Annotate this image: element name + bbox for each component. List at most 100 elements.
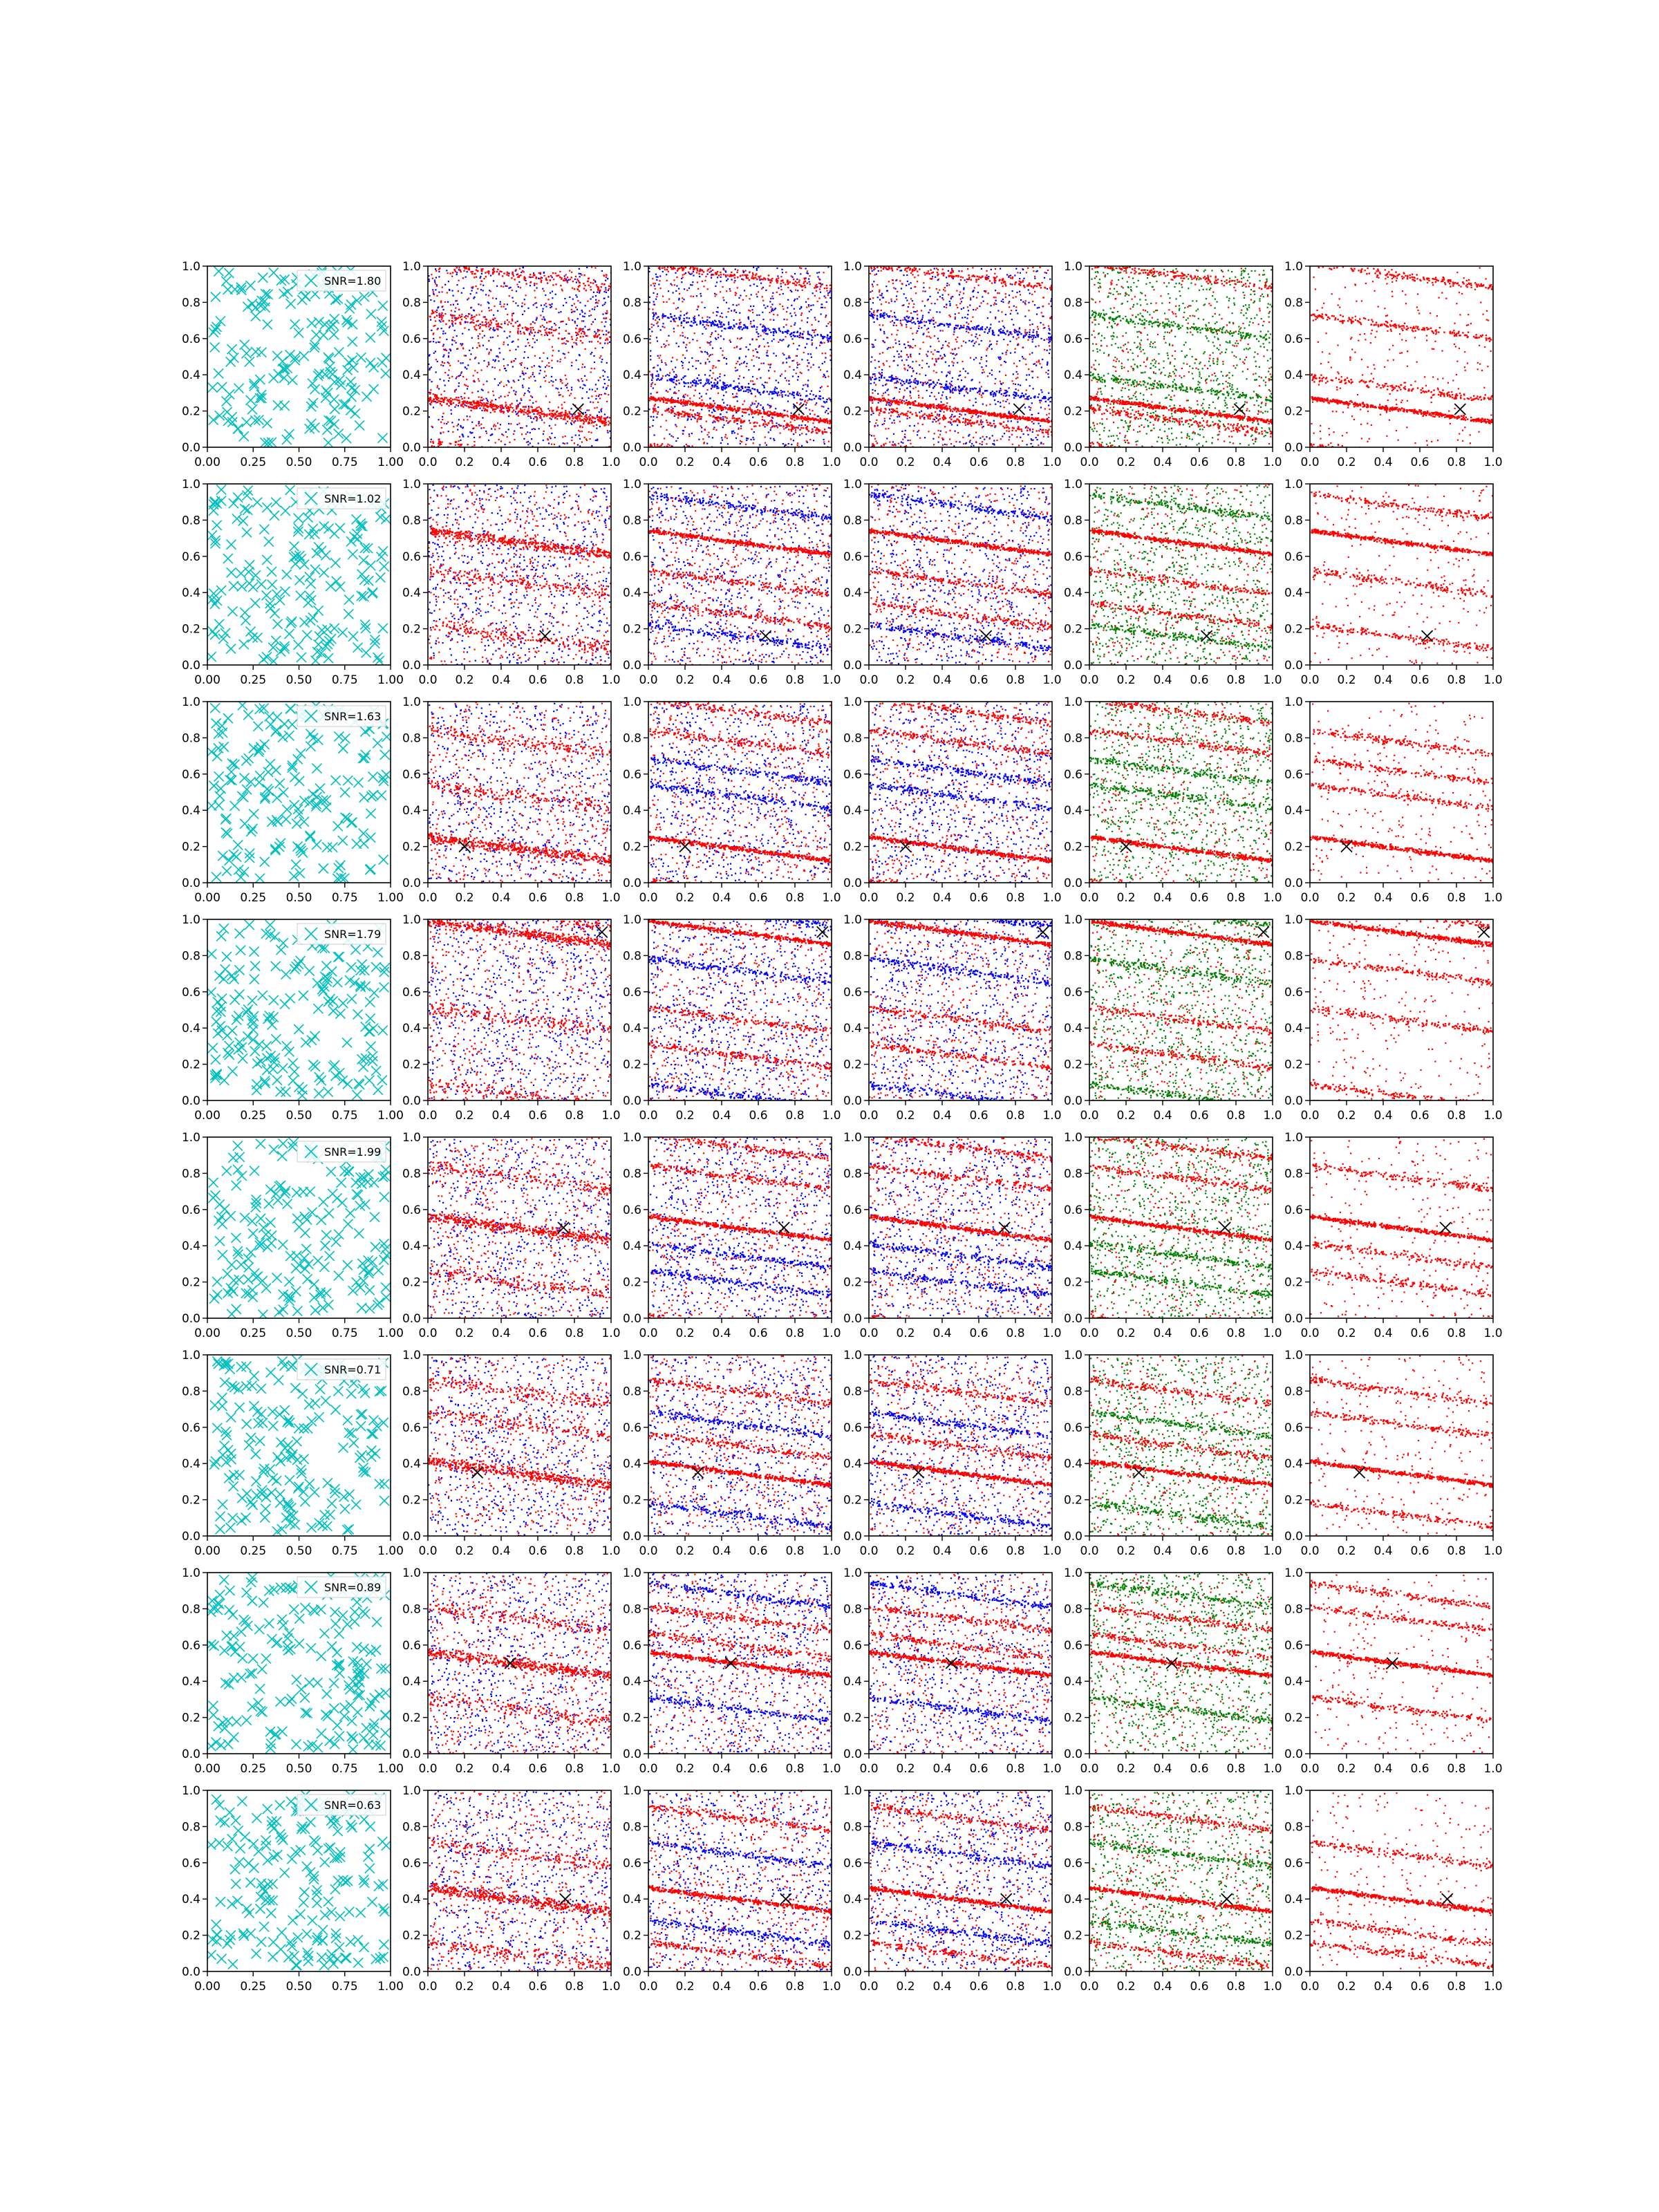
data-point <box>824 362 825 363</box>
data-point <box>974 287 975 288</box>
data-point <box>935 359 937 361</box>
data-point <box>433 442 434 444</box>
data-point <box>707 434 709 435</box>
data-point <box>540 370 541 371</box>
data-point <box>561 379 562 381</box>
data-point <box>593 335 594 337</box>
data-point <box>649 328 650 330</box>
data-point <box>891 380 892 382</box>
data-point <box>902 439 903 440</box>
data-point <box>795 315 796 316</box>
data-point <box>549 436 550 438</box>
data-point <box>713 427 715 428</box>
data-point <box>886 360 888 362</box>
data-point <box>789 384 790 385</box>
data-point <box>456 377 457 379</box>
data-point <box>609 341 610 343</box>
data-point <box>435 371 437 373</box>
data-point <box>509 350 511 351</box>
data-point <box>549 418 550 419</box>
data-point <box>1029 353 1031 355</box>
data-point <box>608 296 609 297</box>
data-point <box>716 387 718 388</box>
data-point <box>534 285 535 286</box>
data-point <box>879 291 880 292</box>
data-point <box>763 304 765 306</box>
data-point <box>822 433 823 434</box>
data-point <box>681 416 682 418</box>
data-point <box>480 277 481 279</box>
data-point <box>430 397 431 398</box>
data-point <box>471 290 473 291</box>
data-point <box>785 336 786 337</box>
data-point <box>451 413 452 415</box>
data-point <box>583 288 585 289</box>
data-point <box>442 306 443 307</box>
data-point <box>438 292 440 293</box>
data-point <box>745 356 747 357</box>
data-point <box>654 409 655 411</box>
data-point <box>720 335 722 337</box>
data-point <box>1025 364 1027 365</box>
data-point <box>711 377 713 379</box>
data-point <box>471 404 473 405</box>
data-point <box>348 337 357 346</box>
data-point <box>666 379 668 381</box>
data-point <box>795 431 796 433</box>
data-point <box>736 346 738 347</box>
data-point <box>774 440 775 441</box>
data-point <box>781 413 782 415</box>
data-point <box>433 393 434 395</box>
data-point <box>499 352 500 353</box>
data-point <box>449 290 450 291</box>
data-point <box>725 391 727 393</box>
data-point <box>726 290 727 292</box>
data-point <box>661 346 662 348</box>
data-point <box>532 276 533 278</box>
data-point <box>693 395 695 396</box>
data-point <box>678 317 679 318</box>
data-point <box>588 315 590 317</box>
data-point <box>959 441 961 442</box>
data-point <box>724 375 725 376</box>
data-point <box>515 269 516 270</box>
data-point <box>449 320 450 321</box>
data-point <box>488 294 489 296</box>
data-point <box>471 307 472 308</box>
data-point <box>924 306 926 307</box>
data-point <box>949 305 950 306</box>
data-point <box>250 381 259 391</box>
data-point <box>655 404 656 405</box>
data-point <box>533 418 534 420</box>
data-point <box>582 427 583 428</box>
data-point <box>509 295 510 297</box>
data-point <box>741 386 742 388</box>
data-point <box>517 332 518 333</box>
data-point <box>652 375 653 377</box>
data-point <box>498 406 499 407</box>
data-point <box>529 285 531 286</box>
data-point <box>693 296 694 297</box>
data-point <box>324 438 333 447</box>
data-point <box>505 431 507 433</box>
data-point <box>543 440 544 441</box>
data-point <box>509 409 510 410</box>
data-point <box>209 328 218 337</box>
data-point <box>492 329 494 330</box>
data-point <box>818 278 820 279</box>
data-point <box>568 279 570 281</box>
data-point <box>720 408 722 409</box>
x-tick-label: 0.50 <box>286 456 312 469</box>
data-point <box>722 286 723 288</box>
data-point <box>592 308 593 310</box>
data-point <box>771 340 773 341</box>
data-point <box>593 279 594 281</box>
data-point <box>527 342 529 344</box>
data-point <box>796 298 798 299</box>
data-point <box>908 356 909 357</box>
data-point <box>362 392 372 402</box>
data-point <box>454 340 456 341</box>
data-point <box>211 292 221 302</box>
data-point <box>717 418 718 419</box>
data-point <box>828 397 830 399</box>
